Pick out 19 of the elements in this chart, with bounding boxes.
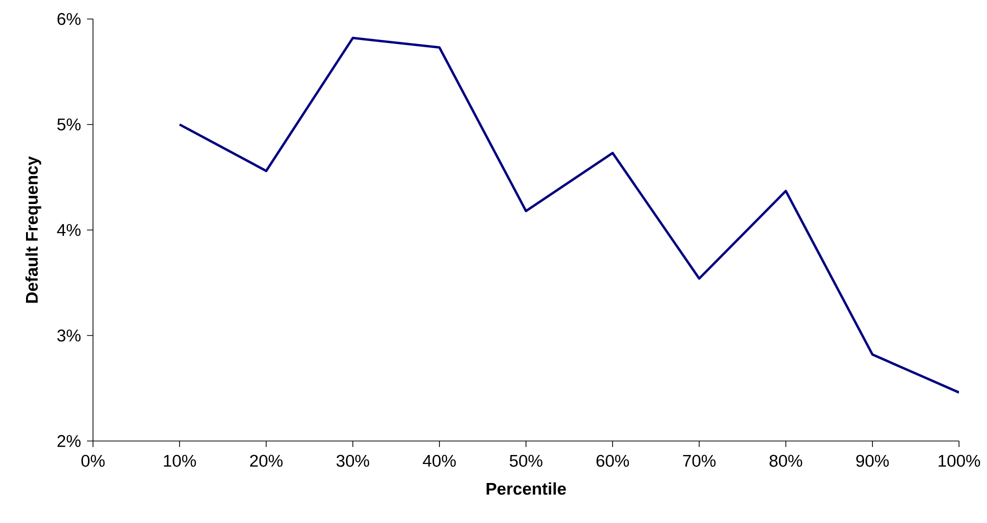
y-tick-label: 2%: [58, 435, 81, 447]
y-axis-title: Default Frequency: [25, 156, 42, 303]
x-tick-label: 90%: [856, 454, 889, 467]
x-axis-title: Percentile: [486, 482, 566, 495]
y-tick-label: 4%: [57, 224, 81, 236]
x-tick-label: 70%: [683, 454, 716, 467]
x-tick-label: 60%: [596, 454, 629, 467]
x-tick-label: 20%: [250, 454, 283, 467]
x-tick-label: 40%: [422, 454, 456, 467]
x-tick-label: 30%: [336, 454, 370, 467]
x-tick-label: 10%: [164, 454, 196, 467]
x-tick-label: 0%: [81, 454, 105, 467]
x-tick-label: 50%: [510, 454, 542, 467]
line-series: [178, 36, 960, 394]
x-tick-label: 80%: [770, 454, 802, 467]
y-tick-label: 3%: [57, 330, 81, 342]
y-tick-label: 6%: [58, 13, 81, 25]
x-tick-label: 100%: [938, 454, 980, 467]
y-tick-label: 5%: [57, 118, 81, 130]
